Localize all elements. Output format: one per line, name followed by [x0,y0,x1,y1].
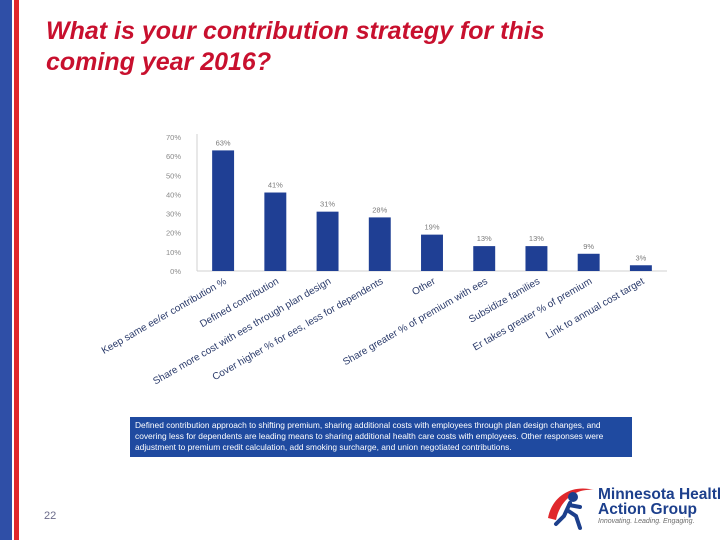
value-label: 9% [583,242,594,251]
bar [473,246,496,271]
page-number: 22 [44,510,57,522]
y-tick-label: 60% [166,152,181,161]
value-label: 63% [216,138,231,147]
organization-logo: Minnesota Health Action Group Innovating… [542,478,720,536]
value-label: 13% [529,234,544,243]
bar [264,192,287,271]
bar [629,265,652,271]
running-figure-icon [548,488,594,530]
slide-title: What is your contribution strategy for t… [46,16,686,78]
y-tick-labels: 0% 10% 20% 30% 40% 50% 60% 70% [166,133,181,276]
value-label: 3% [635,253,646,262]
bar [577,253,600,271]
y-tick-label: 30% [166,210,181,219]
logo-line-1: Minnesota Health [598,486,720,503]
bar [316,211,339,271]
value-label: 19% [424,223,439,232]
summary-caption: Defined contribution approach to shiftin… [130,417,632,457]
slide-title-line-1: What is your contribution strategy for t… [46,17,545,45]
value-label: 28% [372,205,387,214]
category-labels: Keep same ee/er contribution %Defined co… [100,276,647,388]
y-tick-label: 20% [166,229,181,238]
bars [212,150,652,271]
value-labels: 63% 41% 31% 28% 19% 13% 13% 9% 3% [216,138,647,262]
category-label: Other [410,276,438,298]
logo-tagline: Innovating. Leading. Engaging. [598,518,695,525]
bar [421,234,443,271]
category-label: Link to annual cost target [544,276,646,342]
y-tick-label: 40% [166,190,181,199]
bar [525,246,548,271]
bar-chart: 0% 10% 20% 30% 40% 50% 60% 70% 63% 41% 31% 28% 19% 1… [100,133,667,388]
value-label: 41% [268,181,283,190]
y-tick-label: 10% [166,248,181,257]
y-tick-label: 70% [166,133,181,142]
left-accent-bar [0,0,22,540]
value-label: 13% [477,234,492,243]
bar [212,150,235,271]
logo-line-2: Action Group [598,501,698,518]
category-label: Share more cost with ees through plan de… [151,276,333,387]
bar [368,217,391,271]
y-tick-label: 50% [166,171,181,180]
y-tick-label: 0% [170,267,181,276]
value-label: 31% [320,200,335,209]
slide-title-line-2: coming year 2016? [46,48,272,76]
